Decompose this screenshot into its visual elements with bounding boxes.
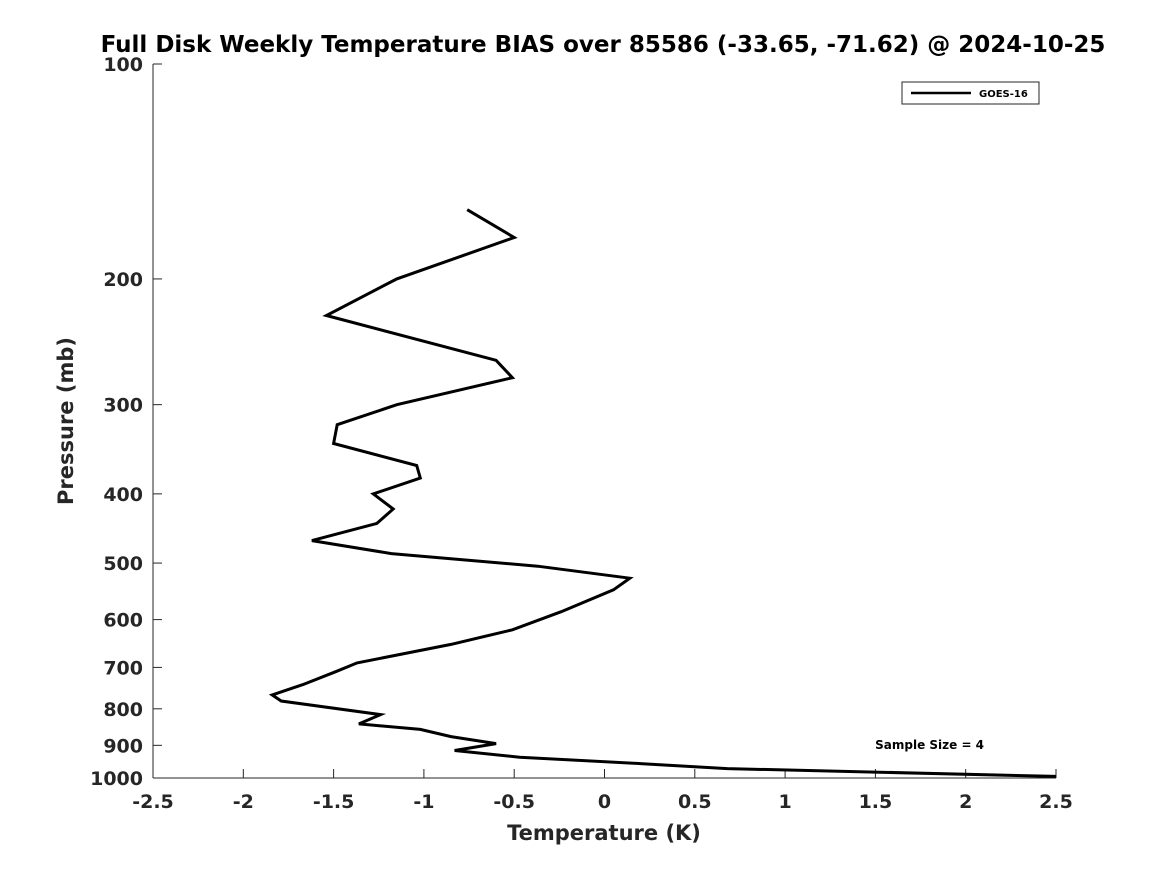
x-axis-ticks: -2.5 -2 -1.5 -1 -0.5 0 0.5 1 1.5 2 2.5 <box>132 769 1073 813</box>
x-tick-label: -2.5 <box>132 791 174 813</box>
y-axis-label: Pressure (mb) <box>54 337 78 505</box>
x-tick-label: 2 <box>959 791 972 813</box>
x-tick-label: 2.5 <box>1039 791 1073 813</box>
y-tick-label: 800 <box>103 699 143 721</box>
y-tick-label: 500 <box>103 553 143 575</box>
y-tick-label: 600 <box>103 610 143 632</box>
y-tick-label: 400 <box>103 484 143 506</box>
x-tick-label: -2 <box>233 791 254 813</box>
y-tick-label: 700 <box>103 657 143 679</box>
series-group <box>268 208 1057 778</box>
y-tick-label: 300 <box>103 395 143 417</box>
x-axis-label: Temperature (K) <box>507 821 701 845</box>
chart-title: Full Disk Weekly Temperature BIAS over 8… <box>101 32 1106 58</box>
y-tick-label: 900 <box>103 735 143 757</box>
x-tick-label: -1 <box>413 791 434 813</box>
series-line-goes-16 <box>268 208 1057 778</box>
x-tick-label: 1 <box>778 791 791 813</box>
x-tick-label: 0.5 <box>678 791 712 813</box>
axes <box>152 64 1056 779</box>
x-tick-label: -1.5 <box>313 791 355 813</box>
y-axis-ticks: 100 200 300 400 500 600 700 800 900 1000 <box>90 54 162 790</box>
annotations: Sample Size = 4 <box>875 738 984 752</box>
legend-label-goes-16: GOES-16 <box>979 89 1028 100</box>
y-tick-label: 100 <box>103 54 143 76</box>
y-tick-label: 200 <box>103 269 143 291</box>
x-tick-label: 0 <box>598 791 611 813</box>
x-tick-label: 1.5 <box>859 791 893 813</box>
sample-size-annotation: Sample Size = 4 <box>875 738 984 752</box>
y-tick-label: 1000 <box>90 768 143 790</box>
x-tick-label: -0.5 <box>493 791 535 813</box>
legend: GOES-16 <box>901 81 1040 105</box>
